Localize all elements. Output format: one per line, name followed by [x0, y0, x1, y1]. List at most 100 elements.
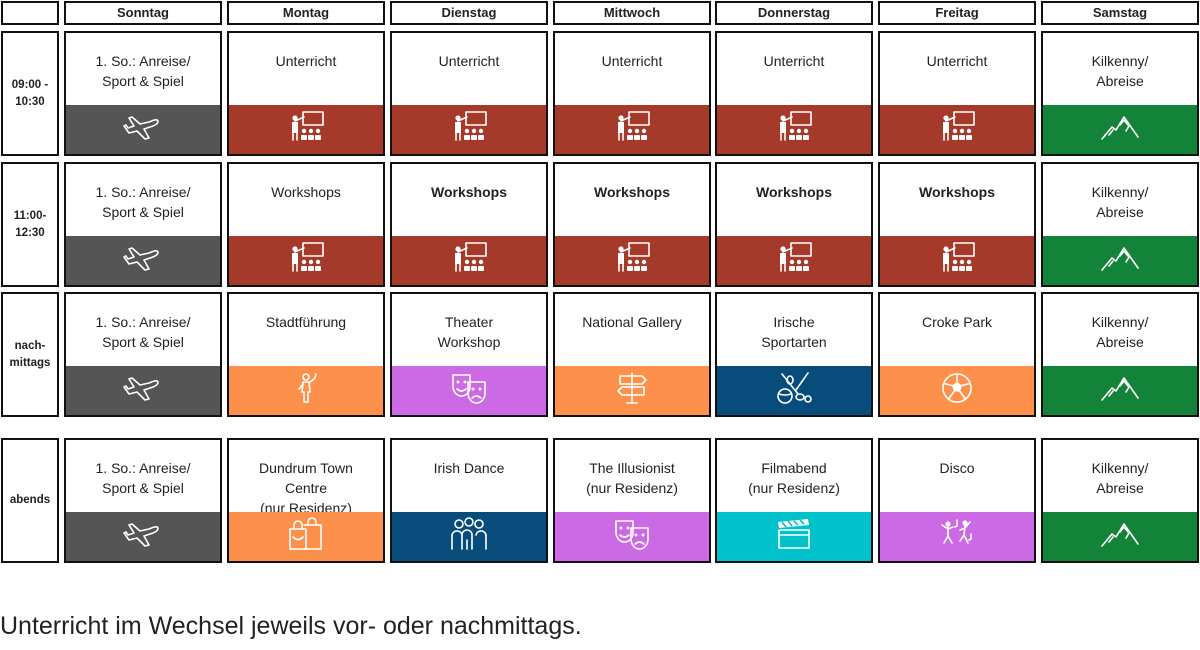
time-slot-text: nach-	[14, 339, 46, 352]
activity-label: Workshops	[229, 182, 383, 202]
activity-text-line: (nur Residenz)	[586, 480, 678, 496]
activity-text-line: Irish Dance	[433, 460, 505, 476]
teacher-icon	[449, 109, 489, 150]
category-band	[392, 366, 546, 415]
schedule-cell: Unterricht	[227, 31, 385, 156]
category-band	[880, 512, 1034, 561]
schedule-cell: Filmabend (nur Residenz)	[715, 438, 873, 563]
time-slot-label: abends	[1, 438, 59, 563]
activity-label: Kilkenny/Abreise	[1043, 182, 1197, 222]
time-slot-text: 09:00 -	[11, 78, 49, 91]
footer-note: Unterricht im Wechsel jeweils vor- oder …	[0, 612, 582, 640]
schedule-cell: Kilkenny/Abreise	[1041, 292, 1199, 417]
time-slot-label: nach-mittags	[1, 292, 59, 417]
activity-text-line: The Illusionist	[589, 460, 675, 476]
time-slot-text: 11:00-	[13, 209, 47, 222]
category-band	[66, 105, 220, 154]
category-band	[229, 236, 383, 285]
schedule-cell: 1. So.: Anreise/Sport & Spiel	[64, 438, 222, 563]
activity-label: Unterricht	[555, 51, 709, 71]
activity-label: Disco	[880, 458, 1034, 478]
shopping-bags-icon	[286, 516, 326, 557]
activity-text-line: 1. So.: Anreise/	[95, 460, 191, 476]
day-header-sonntag: Sonntag	[64, 1, 222, 25]
schedule-cell: 1. So.: Anreise/Sport & Spiel	[64, 162, 222, 287]
mountain-icon	[1100, 516, 1140, 557]
day-header-donnerstag: Donnerstag	[715, 1, 873, 25]
teacher-icon	[774, 109, 814, 150]
activity-label: Workshops	[555, 182, 709, 202]
category-band	[66, 366, 220, 415]
category-band	[229, 512, 383, 561]
signpost-icon	[612, 370, 652, 411]
teacher-icon	[612, 109, 652, 150]
activity-text-line: Sport & Spiel	[102, 480, 184, 496]
teacher-icon	[286, 109, 326, 150]
activity-label: Unterricht	[229, 51, 383, 71]
activity-text-line: Kilkenny/	[1091, 314, 1149, 330]
activity-label: Dundrum Town Centre (nur Residenz)	[229, 458, 383, 518]
schedule-cell: Workshops	[390, 162, 548, 287]
category-band	[717, 512, 871, 561]
activity-text-line: 1. So.: Anreise/	[95, 53, 191, 69]
activity-label: Workshops	[392, 182, 546, 202]
schedule-cell: Workshops	[553, 162, 711, 287]
time-slot-label: 11:00- 12:30	[1, 162, 59, 287]
category-band	[717, 236, 871, 285]
activity-label: Irish Dance	[392, 458, 546, 478]
category-band	[66, 236, 220, 285]
activity-label: Theater Workshop	[392, 312, 546, 352]
activity-text-line: Unterricht	[275, 53, 337, 69]
schedule-cell: 1. So.: Anreise/Sport & Spiel	[64, 31, 222, 156]
activity-label: Unterricht	[880, 51, 1034, 71]
schedule-cell: National Gallery	[553, 292, 711, 417]
category-band	[717, 105, 871, 154]
activity-text-line: Workshops	[594, 184, 670, 200]
category-band	[229, 105, 383, 154]
schedule-cell: Kilkenny/Abreise	[1041, 162, 1199, 287]
soccer-ball-icon	[937, 370, 977, 411]
time-slot-label: 09:00 - 10:30	[1, 31, 59, 156]
activity-label: Croke Park	[880, 312, 1034, 332]
category-band	[66, 512, 220, 561]
day-header-montag: Montag	[227, 1, 385, 25]
activity-text-line: Kilkenny/	[1091, 53, 1149, 69]
teacher-icon	[286, 240, 326, 281]
activity-text-line: Sport & Spiel	[102, 334, 184, 350]
time-slot-text: abends	[9, 494, 51, 506]
activity-text-line: Abreise	[1096, 204, 1144, 220]
activity-text-line: Unterricht	[438, 53, 500, 69]
theater-masks-icon	[612, 516, 652, 557]
sports-equipment-icon	[774, 370, 814, 411]
teacher-icon	[449, 240, 489, 281]
activity-label: Filmabend (nur Residenz)	[717, 458, 871, 498]
activity-text-line: Dundrum Town	[259, 460, 353, 476]
activity-text-line: (nur Residenz)	[748, 480, 840, 496]
activity-text-line: Unterricht	[926, 53, 988, 69]
dancers-group-icon	[449, 516, 489, 557]
activity-label: Kilkenny/Abreise	[1043, 312, 1197, 352]
category-band	[1043, 236, 1197, 285]
activity-text-line: Kilkenny/	[1091, 184, 1149, 200]
activity-text-line: Centre	[284, 480, 328, 496]
schedule-cell: Irish Dance	[390, 438, 548, 563]
header-corner-cell	[1, 1, 59, 25]
schedule-cell: Workshops	[878, 162, 1036, 287]
day-header-dienstag: Dienstag	[390, 1, 548, 25]
activity-text-line: Filmabend	[761, 460, 827, 476]
schedule-cell: Unterricht	[390, 31, 548, 156]
day-header-freitag: Freitag	[878, 1, 1036, 25]
activity-label: The Illusionist (nur Residenz)	[555, 458, 709, 498]
category-band	[392, 236, 546, 285]
activity-label: Unterricht	[717, 51, 871, 71]
schedule-cell: Workshops	[715, 162, 873, 287]
category-band	[1043, 512, 1197, 561]
mountain-icon	[1100, 370, 1140, 411]
activity-text-line: National Gallery	[582, 314, 682, 330]
activity-text-line: Workshops	[919, 184, 995, 200]
activity-text-line: Sportarten	[761, 334, 827, 350]
plane-icon	[123, 370, 163, 411]
activity-text-line: Unterricht	[601, 53, 663, 69]
category-band	[555, 512, 709, 561]
activity-text-line: Theater	[444, 314, 494, 330]
